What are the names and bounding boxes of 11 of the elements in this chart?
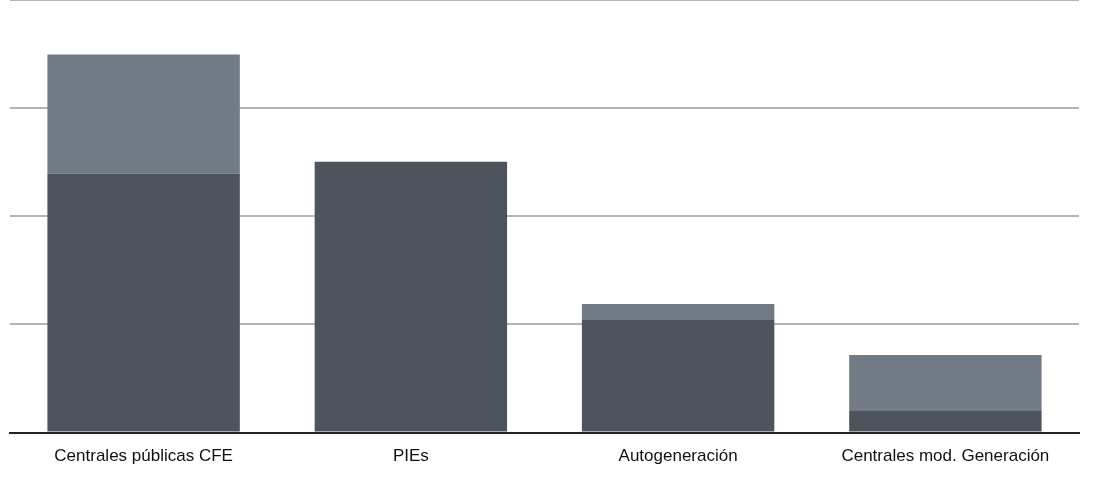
x-tick-label: Centrales públicas CFE [54,446,233,466]
bar [47,54,240,174]
x-tick-label: Autogeneración [618,446,738,466]
bar [581,319,775,432]
bar [849,411,1042,432]
bar [47,173,240,432]
bar [849,355,1042,412]
x-tick-label: Centrales mod. Generación [841,446,1050,466]
bar [314,161,508,432]
bar [581,304,775,320]
x-tick-label: PIEs [392,446,429,466]
